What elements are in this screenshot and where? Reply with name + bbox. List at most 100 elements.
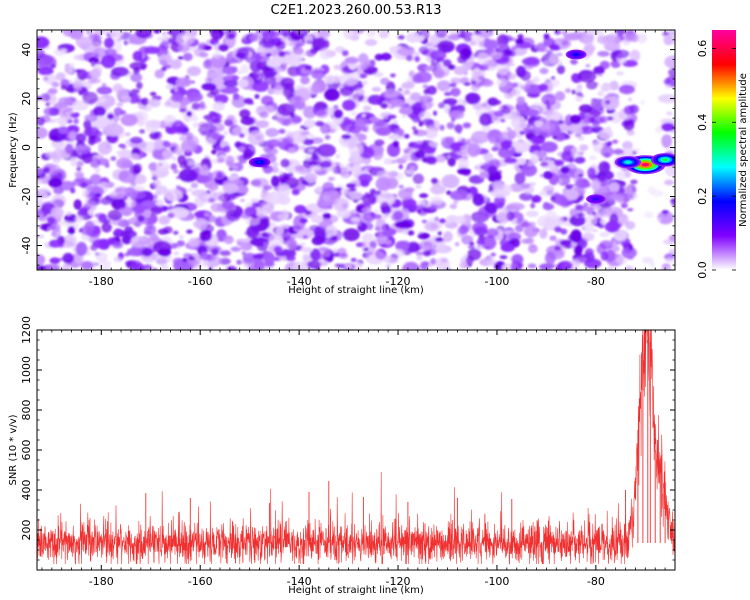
heatmap-noise-cell: [446, 122, 455, 130]
heatmap-noise-cell: [75, 36, 93, 48]
heatmap-noise-cell: [367, 251, 374, 255]
heatmap-noise-cell: [199, 229, 212, 242]
heatmap-noise-cell: [600, 146, 614, 157]
heatmap-noise-cell: [426, 85, 437, 95]
heatmap-noise-cell: [520, 84, 531, 91]
heatmap-noise-cell: [310, 214, 324, 224]
heatmap-noise-cell: [120, 114, 138, 127]
heatmap-noise-cell: [222, 75, 239, 83]
heatmap-noise-cell: [375, 150, 381, 154]
heatmap-noise-cell: [397, 35, 405, 40]
heatmap-noise-cell: [71, 100, 89, 111]
heatmap-noise-cell: [449, 190, 468, 201]
heatmap-noise-cell: [300, 180, 309, 186]
heatmap-noise-cell: [363, 169, 368, 173]
heatmap-noise-cell: [273, 162, 279, 167]
heatmap-noise-cell: [62, 252, 74, 264]
heatmap-noise-cell: [188, 237, 201, 248]
heatmap-noise-cell: [129, 61, 148, 70]
colorbar-tick-label: 0.2: [696, 187, 709, 205]
heatmap-noise-cell: [159, 40, 170, 51]
heatmap-noise-cell: [273, 66, 283, 73]
heatmap-noise-cell: [409, 142, 415, 148]
heatmap-noise-cell: [554, 30, 562, 35]
x-tick-label: -80: [587, 575, 605, 588]
heatmap-noise-cell: [110, 156, 117, 162]
heatmap-noise-cell: [186, 132, 194, 140]
heatmap-noise-cell: [226, 114, 236, 120]
heatmap-noise-cell: [544, 251, 556, 265]
heatmap-noise-cell: [51, 263, 61, 270]
heatmap-noise-cell: [261, 95, 274, 106]
heatmap-noise-cell: [182, 257, 188, 263]
heatmap-noise-cell: [341, 50, 349, 57]
heatmap-noise-cell: [423, 221, 441, 232]
heatmap-noise-cell: [539, 263, 554, 270]
heatmap-noise-cell: [560, 228, 568, 235]
heatmap-noise-cell: [630, 33, 639, 43]
heatmap-noise-cell: [243, 263, 248, 269]
heatmap-noise-cell: [515, 65, 527, 78]
heatmap-noise-cell: [440, 137, 446, 141]
heatmap-noise-cell: [219, 257, 231, 265]
heatmap-noise-cell: [116, 102, 124, 107]
heatmap-noise-cell: [636, 33, 648, 44]
heatmap-noise-cell: [440, 258, 448, 263]
heatmap-feature: [614, 156, 642, 169]
x-tick-label: -100: [484, 575, 509, 588]
heatmap-noise-cell: [569, 168, 585, 179]
heatmap-noise-cell: [573, 244, 583, 256]
heatmap-noise-cell: [666, 149, 675, 155]
heatmap-noise-cell: [598, 161, 611, 174]
heatmap-noise-cell: [664, 84, 671, 89]
colorbar-tick-label: 0.6: [696, 40, 709, 58]
heatmap-noise-cell: [509, 182, 525, 193]
heatmap-noise-cell: [528, 244, 538, 254]
heatmap-noise-cell: [384, 255, 397, 265]
y-tick-label: 400: [20, 480, 33, 501]
heatmap-noise-cell: [523, 225, 539, 238]
heatmap-noise-cell: [358, 53, 369, 65]
heatmap-noise-cell: [462, 122, 472, 129]
heatmap-noise-cell: [206, 190, 211, 194]
heatmap-noise-cell: [339, 86, 354, 97]
heatmap-noise-cell: [163, 226, 173, 234]
heatmap-noise-cell: [487, 97, 499, 106]
heatmap-noise-cell: [343, 30, 358, 40]
heatmap-noise-cell: [292, 101, 307, 110]
heatmap-noise-cell: [93, 106, 106, 117]
heatmap-noise-cell: [575, 205, 589, 212]
heatmap-noise-cell: [454, 124, 463, 133]
heatmap-noise-cell: [152, 240, 172, 254]
heatmap-noise-cell: [398, 164, 403, 170]
heatmap-noise-cell: [58, 220, 70, 226]
heatmap-noise-cell: [412, 118, 419, 123]
heatmap-noise-cell: [473, 30, 481, 36]
heatmap-noise-cell: [315, 109, 329, 119]
heatmap-noise-cell: [311, 69, 326, 80]
heatmap-noise-cell: [402, 230, 408, 235]
heatmap-noise-cell: [173, 230, 179, 235]
heatmap-noise-cell: [552, 215, 565, 226]
heatmap-noise-cell: [197, 45, 205, 51]
heatmap-noise-cell: [239, 109, 251, 119]
heatmap-noise-cell: [319, 47, 332, 60]
heatmap-noise-cell: [581, 126, 589, 132]
heatmap-noise-cell: [262, 36, 275, 49]
heatmap-noise-cell: [183, 52, 193, 62]
heatmap-noise-cell: [380, 103, 388, 109]
heatmap-noise-cell: [308, 149, 314, 153]
heatmap-noise-cell: [525, 210, 539, 218]
heatmap-noise-cell: [627, 208, 634, 212]
heatmap-noise-cell: [579, 144, 589, 151]
heatmap-noise-cell: [95, 192, 101, 198]
heatmap-noise-cell: [586, 80, 598, 90]
heatmap-noise-cell: [471, 222, 488, 234]
heatmap-noise-cell: [88, 137, 96, 146]
heatmap-noise-cell: [514, 172, 526, 185]
heatmap-noise-cell: [242, 252, 257, 264]
heatmap-noise-cell: [655, 126, 664, 134]
heatmap-noise-cell: [333, 252, 340, 257]
heatmap-noise-cell: [294, 204, 307, 214]
heatmap-noise-cell: [457, 168, 472, 175]
